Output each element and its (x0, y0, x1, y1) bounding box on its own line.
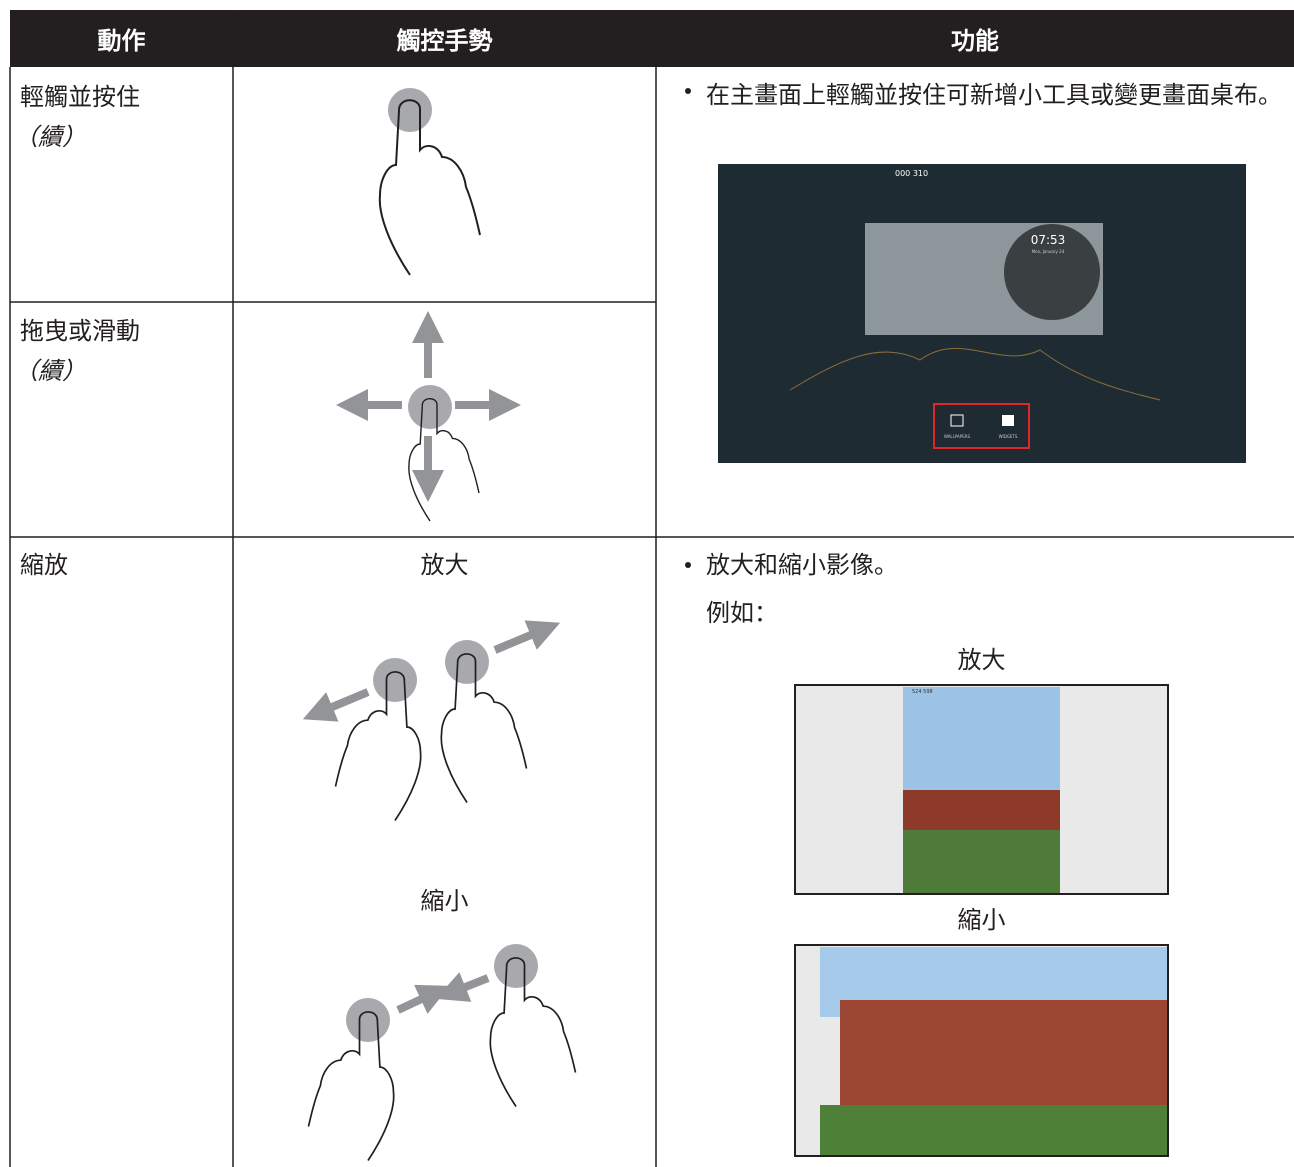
action: 拖曳或滑動 (20, 317, 140, 345)
touch-point (408, 385, 452, 429)
header-cell: 觸控手勢 (396, 27, 493, 55)
header-cell: 功能 (951, 27, 999, 55)
button-label: WIDGETS (999, 434, 1018, 439)
gesture-tap-hold (378, 88, 481, 276)
screen-id: 000 310 (895, 169, 928, 178)
gesture-label: 縮小 (420, 887, 469, 915)
gesture-zoom-in (302, 620, 561, 822)
gesture-drag (336, 311, 521, 502)
action: 縮放 (20, 551, 68, 579)
header-cell: 動作 (97, 27, 146, 55)
function-text: 放大和縮小影像。 (706, 551, 898, 579)
note: （續） (14, 357, 86, 385)
screen-id: 524 598 (912, 689, 933, 695)
zoom-in-screenshot: 524 598 (794, 684, 1169, 895)
function-text: 在主畫面上輕觸並按住可新增小工具或變更畫面桌布。 (706, 81, 1282, 109)
home-screenshot: 07:53 Mon, January 24 000 310 WALLPAPERS… (718, 164, 1246, 463)
gesture-zoom-out (307, 944, 577, 1162)
clock: 07:53 (1031, 233, 1066, 247)
bullet (685, 562, 691, 568)
table-lines (9, 10, 1294, 1167)
note: （續） (14, 123, 86, 151)
date: Mon, January 24 (1032, 249, 1065, 254)
gesture-label: 放大 (420, 551, 469, 579)
bullet (685, 88, 691, 94)
action: 輕觸並按住 (20, 83, 140, 111)
example-label: 例如： (706, 599, 778, 627)
zoom-out-screenshot (794, 944, 1169, 1157)
button-label: WALLPAPERS (944, 434, 971, 439)
image-label: 放大 (957, 646, 1006, 674)
image-label: 縮小 (957, 906, 1006, 934)
header-bg (10, 10, 1294, 67)
